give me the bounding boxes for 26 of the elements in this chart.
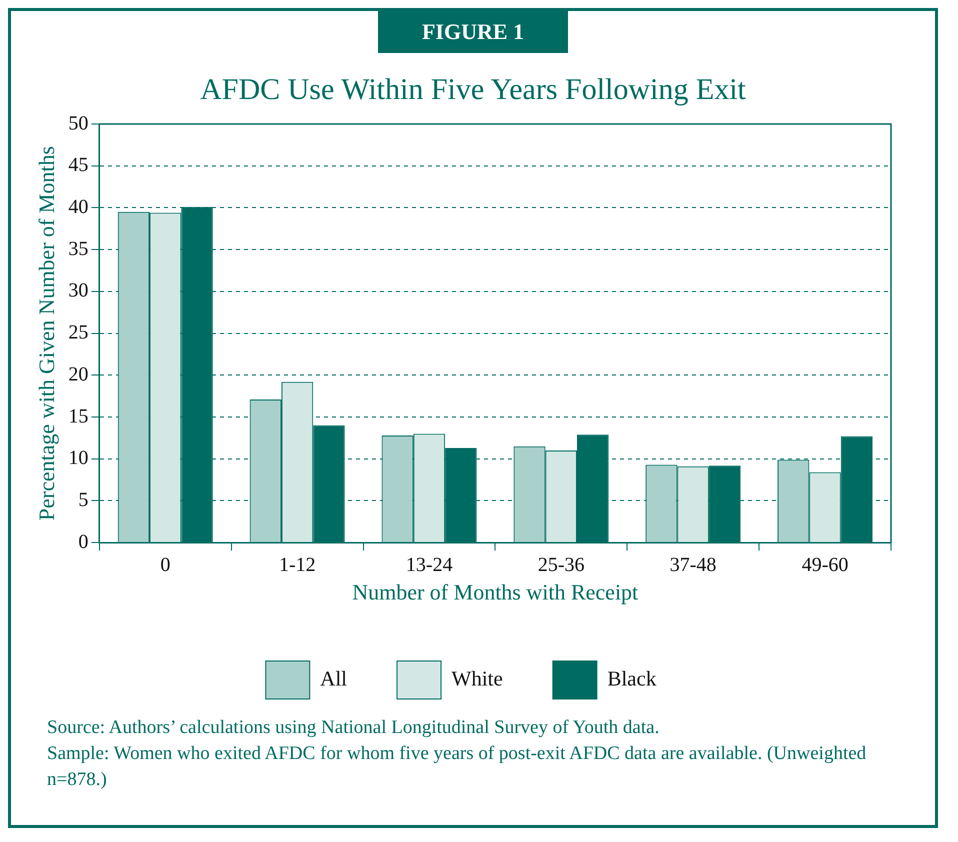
y-tick-label: 5: [78, 488, 88, 511]
x-tick-label: 37-48: [670, 554, 716, 576]
y-tick-label: 30: [68, 280, 88, 302]
legend-label: Black: [607, 666, 657, 691]
y-axis-title: Percentage with Given Number of Months: [34, 146, 59, 521]
x-tick-label: 49-60: [802, 554, 848, 576]
x-tick-label: 0: [160, 554, 170, 576]
y-tick-label: 40: [68, 196, 88, 218]
y-tick-label: 45: [68, 154, 88, 176]
x-axis-title: Number of Months with Receipt: [352, 580, 638, 605]
x-tick-label: 1-12: [278, 554, 316, 576]
y-tick-label: 25: [68, 322, 88, 344]
text: Sample: Women who exited AFDC for whom five years of post-exit AFDC data are available. (Unweighted n=878.): [47, 742, 868, 792]
legend-label: All: [320, 666, 348, 691]
y-tick-label: 10: [68, 447, 88, 470]
chart-title: AFDC Use Within Five Years Following Exit: [199, 73, 747, 107]
legend-label: White: [452, 666, 503, 691]
y-tick-label: 50: [68, 112, 88, 134]
x-tick-label: 25-36: [538, 554, 585, 576]
y-tick-label: 0: [78, 530, 88, 553]
y-tick-label: 35: [68, 238, 88, 260]
x-tick-label: 13-24: [406, 554, 453, 576]
chart-subtitle: FIGURE 1: [378, 11, 568, 53]
y-tick-label: 15: [68, 405, 88, 428]
y-tick-label: 20: [68, 363, 88, 386]
source-note: Source: Authors’ calculations using National Longitudinal Survey of Youth data.: [47, 716, 660, 740]
